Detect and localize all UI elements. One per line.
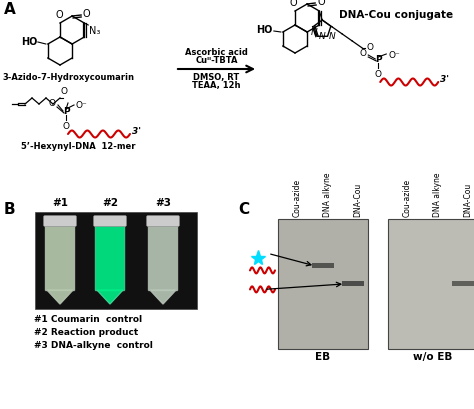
FancyBboxPatch shape [44,216,76,227]
Polygon shape [47,290,73,304]
Text: P: P [375,56,382,65]
Text: 5’-Hexynyl-DNA  12-mer: 5’-Hexynyl-DNA 12-mer [21,142,135,151]
Text: O: O [82,9,90,19]
Text: EB: EB [315,352,330,362]
Text: DNA-Cou conjugate: DNA-Cou conjugate [339,10,453,20]
Text: A: A [4,2,16,17]
Text: #3: #3 [155,198,171,208]
Bar [35,212,197,309]
Text: DNA alkyne: DNA alkyne [433,173,442,217]
Text: 3-Azido-7-Hydroxycoumarin: 3-Azido-7-Hydroxycoumarin [2,73,134,82]
Text: DNA alkyne: DNA alkyne [323,173,332,217]
Bar [278,219,368,349]
Text: O: O [61,87,67,96]
Text: P: P [63,108,69,117]
Polygon shape [97,290,123,304]
Text: O: O [317,0,325,7]
Text: N: N [328,32,335,41]
Bar [452,281,474,286]
Text: #1 Coumarin  control: #1 Coumarin control [34,315,142,324]
Text: O: O [375,70,382,79]
Text: O⁻: O⁻ [76,101,88,110]
Text: DNA-Cou: DNA-Cou [463,183,472,217]
Bar [388,219,474,349]
Text: TEAA, 12h: TEAA, 12h [192,81,241,90]
Text: C: C [238,202,249,217]
Text: O: O [366,43,373,52]
Text: O: O [55,10,63,20]
Text: N: N [310,28,317,37]
Text: HO: HO [21,37,38,47]
FancyBboxPatch shape [45,224,75,291]
FancyBboxPatch shape [93,216,127,227]
Text: #2 Reaction product: #2 Reaction product [34,328,138,337]
Text: O⁻: O⁻ [388,50,400,59]
Text: Cuᴵᴵ-TBTA: Cuᴵᴵ-TBTA [195,56,238,65]
Text: Cou-azide: Cou-azide [403,179,412,217]
Text: Cou-azide: Cou-azide [293,179,302,217]
Text: B: B [4,202,16,217]
FancyBboxPatch shape [95,224,125,291]
Text: N₃: N₃ [89,26,100,36]
Text: N: N [319,32,326,41]
Text: DMSO, RT: DMSO, RT [193,73,240,82]
Text: #2: #2 [102,198,118,208]
Text: w/o EB: w/o EB [413,352,453,362]
Text: Ascorbic acid: Ascorbic acid [185,48,248,57]
Text: 3': 3' [440,74,449,83]
Text: #1: #1 [52,198,68,208]
Text: O: O [63,122,70,131]
Text: HO: HO [256,25,273,35]
Text: 3': 3' [132,126,141,135]
Text: O: O [49,99,56,108]
Text: #3 DNA-alkyne  control: #3 DNA-alkyne control [34,341,153,350]
Text: O: O [289,0,297,8]
Bar [342,281,364,286]
Text: DNA-Cou: DNA-Cou [353,183,362,217]
Bar [312,263,334,268]
Text: O: O [359,49,366,58]
Polygon shape [150,290,176,304]
FancyBboxPatch shape [148,224,178,291]
FancyBboxPatch shape [146,216,180,227]
